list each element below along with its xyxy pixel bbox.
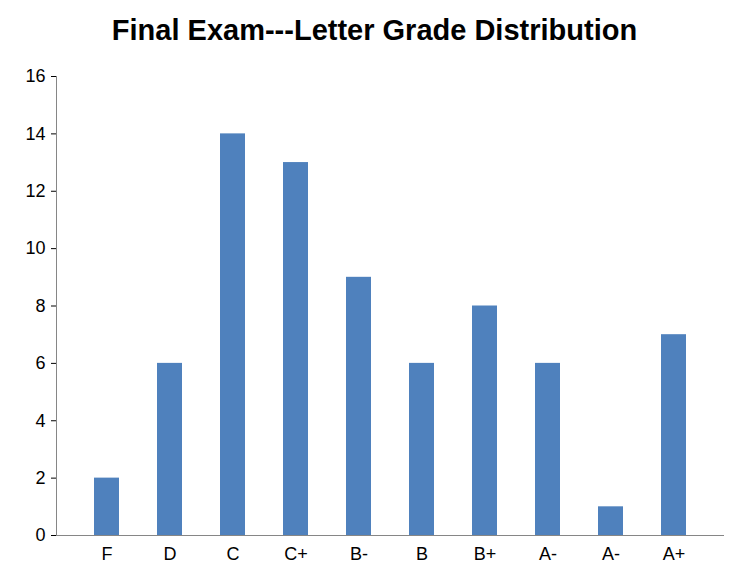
svg-text:14: 14: [25, 124, 45, 144]
svg-text:B+: B+: [474, 544, 497, 564]
svg-text:10: 10: [25, 238, 45, 258]
svg-text:8: 8: [35, 296, 45, 316]
svg-text:A-: A-: [602, 544, 620, 564]
svg-text:6: 6: [35, 353, 45, 373]
svg-text:0: 0: [35, 525, 45, 545]
svg-text:C: C: [227, 544, 240, 564]
svg-text:A-: A-: [539, 544, 557, 564]
svg-text:D: D: [164, 544, 177, 564]
svg-text:2: 2: [35, 468, 45, 488]
svg-text:B: B: [416, 544, 428, 564]
svg-text:F: F: [102, 544, 113, 564]
svg-text:B-: B-: [350, 544, 368, 564]
svg-text:12: 12: [25, 181, 45, 201]
html-text:Final Exam---Letter Grade Dist: Final Exam---Letter Grade Distribution: [111, 14, 638, 46]
svg-text:A+: A+: [663, 544, 686, 564]
svg-text:4: 4: [35, 411, 45, 431]
svg-text:C+: C+: [284, 544, 308, 564]
svg-text:16: 16: [25, 66, 45, 86]
